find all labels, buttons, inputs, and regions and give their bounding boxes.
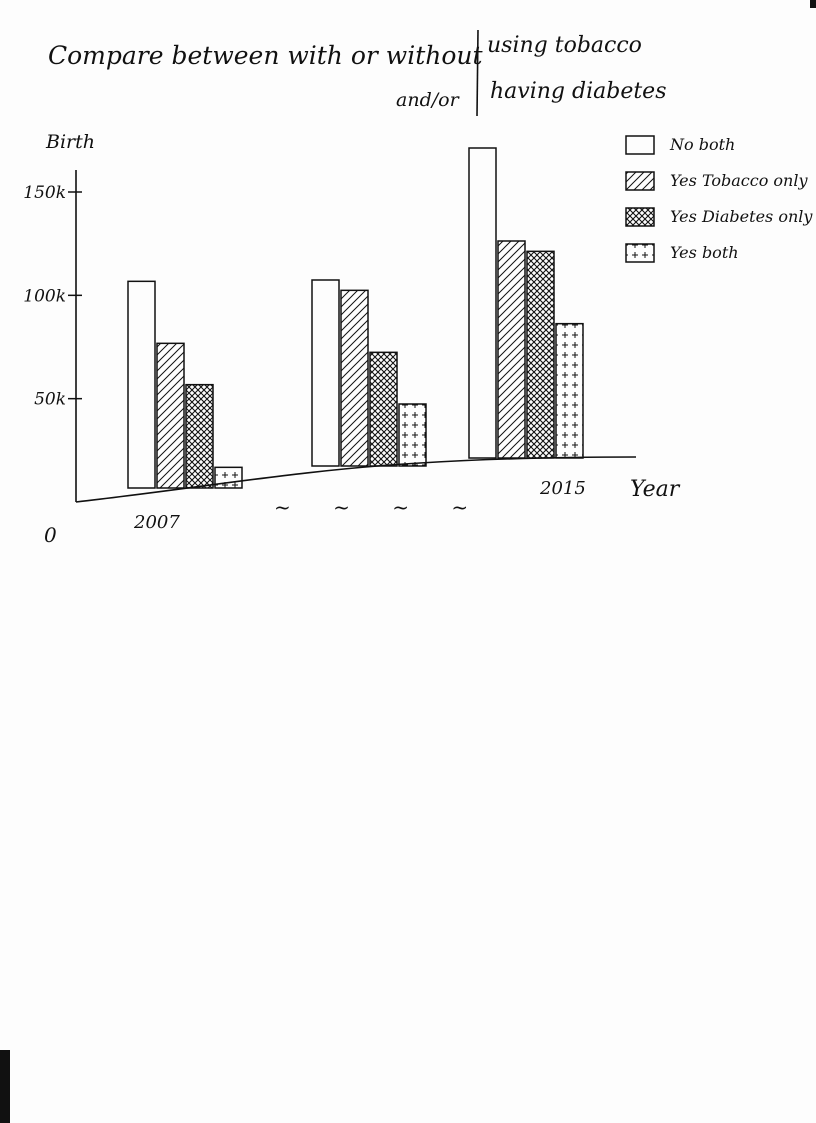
bar-yes-diabetes-only	[369, 351, 398, 467]
bar-no-both	[127, 280, 156, 489]
legend-label: No both	[669, 135, 735, 154]
legend-swatch	[625, 171, 655, 191]
x-tick-label: 2015	[539, 478, 586, 499]
bar-yes-both	[398, 403, 427, 467]
y-ticks: 50k 100k 150k	[23, 183, 82, 410]
bar-yes-both	[214, 466, 243, 489]
x-axis-label: Year	[630, 477, 681, 502]
bars	[127, 147, 584, 489]
y-tick-label: 150k	[23, 183, 66, 203]
x-tick-labels: 2007 2015	[133, 478, 586, 533]
chart-title-right-line1: using tobacco	[487, 33, 642, 58]
legend-swatch	[625, 135, 655, 155]
scan-edge-left	[0, 1050, 10, 1123]
x-tick-label: 2007	[133, 512, 180, 533]
legend-label: Yes Tobacco only	[670, 171, 808, 190]
bar-no-both	[311, 279, 340, 467]
legend-swatch	[625, 207, 655, 227]
y-tick-label: 100k	[23, 286, 66, 306]
bar-yes-tobacco-only	[497, 240, 526, 459]
chart-title-line2-left: and/or	[396, 89, 461, 111]
axis-break-marks: ~ ~ ~ ~	[274, 495, 486, 519]
y-axis-label: Birth	[45, 131, 95, 153]
legend-label: Yes Diabetes only	[670, 207, 813, 226]
bar-chart: Compare between with or without using to…	[23, 29, 813, 547]
bar-yes-tobacco-only	[156, 342, 185, 489]
bar-yes-both	[555, 322, 584, 459]
bar-yes-tobacco-only	[340, 289, 369, 467]
title-divider	[476, 29, 479, 117]
scan-edge-right	[810, 0, 816, 8]
bar-yes-diabetes-only	[185, 383, 214, 489]
legend-swatch	[625, 243, 655, 263]
bar-no-both	[468, 147, 497, 459]
chart-title-right-line2: having diabetes	[490, 79, 666, 104]
legend-label: Yes both	[670, 243, 739, 262]
legend: No both Yes Tobacco only Yes Diabetes only…	[625, 135, 813, 263]
origin-label: 0	[44, 523, 57, 547]
bar-yes-diabetes-only	[526, 250, 555, 459]
y-tick-label: 50k	[34, 390, 66, 410]
chart-title-line1: Compare between with or without	[48, 41, 483, 70]
